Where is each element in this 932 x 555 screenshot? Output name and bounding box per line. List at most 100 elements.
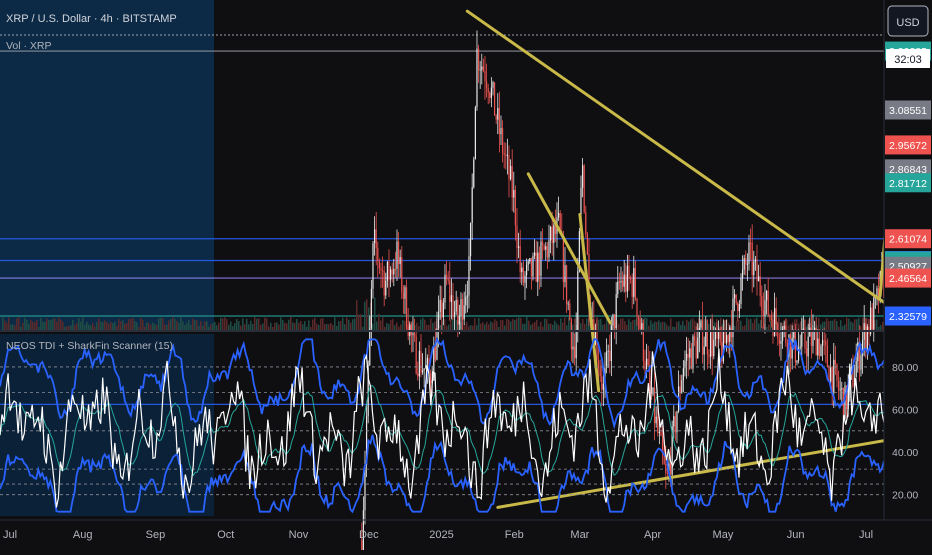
volume-bar <box>494 319 496 330</box>
candle-body <box>573 346 576 359</box>
candle-body <box>397 241 400 264</box>
volume-bar <box>316 323 318 330</box>
candle-body <box>639 319 641 329</box>
candle-body <box>815 327 817 356</box>
volume-bar <box>226 319 228 330</box>
candle-body <box>738 304 740 312</box>
volume-bar <box>806 326 808 330</box>
candle-body <box>858 342 860 370</box>
candle-body <box>820 345 822 356</box>
volume-bar <box>348 319 350 330</box>
candle-body <box>364 464 366 511</box>
volume-bar <box>598 319 600 330</box>
candle-body <box>452 295 454 318</box>
volume-bar <box>604 323 606 330</box>
volume-bar <box>340 320 342 330</box>
candle-body <box>663 453 665 465</box>
volume-bar <box>112 323 114 330</box>
candle-body <box>599 368 601 377</box>
candle-body <box>692 336 694 369</box>
indicator-rsi-line <box>0 348 885 508</box>
trendline[interactable] <box>496 435 908 509</box>
candle-body <box>548 240 550 258</box>
candle-body <box>647 358 649 365</box>
candle-body <box>661 435 664 454</box>
candle-body <box>378 261 380 269</box>
candle-body <box>401 257 403 293</box>
volume-bar <box>240 325 242 330</box>
indicator-upper-band <box>0 337 885 430</box>
candle-body <box>716 330 718 339</box>
volume-bar <box>832 320 834 330</box>
currency-button-frame[interactable] <box>887 5 929 37</box>
volume-bar <box>758 323 760 330</box>
candle-body <box>410 324 412 336</box>
volume-bar <box>524 323 526 330</box>
candle-body <box>516 225 518 248</box>
volume-bar <box>820 324 822 330</box>
volume-bar <box>206 321 208 330</box>
volume-bar <box>678 321 680 330</box>
volume-bar <box>748 319 750 330</box>
currency-button[interactable]: USD <box>887 5 929 37</box>
volume-bar <box>282 319 284 330</box>
volume-bar <box>362 326 364 330</box>
candle-body <box>844 385 846 420</box>
candle-body <box>578 231 580 272</box>
candle-body <box>623 274 625 287</box>
volume-bar <box>352 319 354 330</box>
volume-bar <box>16 318 18 330</box>
candle-body <box>645 358 648 369</box>
volume-bar <box>630 321 632 330</box>
volume-bar <box>262 323 264 330</box>
volume-bar <box>538 326 540 330</box>
candle-body <box>732 298 734 338</box>
candle-body <box>500 128 502 135</box>
volume-bar <box>712 319 714 330</box>
volume-bar <box>662 321 664 330</box>
candle-body <box>369 328 371 366</box>
volume-bar <box>728 322 730 330</box>
candle-body <box>493 82 496 116</box>
volume-bar <box>306 326 308 330</box>
candle-body <box>708 354 710 357</box>
volume-bar <box>694 320 696 330</box>
volume-bar <box>594 325 596 330</box>
candle-body <box>484 71 486 82</box>
candle-body <box>665 464 667 473</box>
volume-bar <box>194 320 196 330</box>
candle-body <box>577 271 579 331</box>
candle-body <box>457 299 459 325</box>
candle-body <box>537 252 539 282</box>
candle-body <box>495 115 497 120</box>
volume-bar <box>876 319 878 330</box>
candle-body <box>503 152 505 155</box>
indicator-tick: 80.00 <box>892 362 918 374</box>
trendline[interactable] <box>526 172 612 325</box>
candle-body <box>807 336 809 357</box>
volume-bar <box>686 319 688 330</box>
candle-body <box>489 92 491 99</box>
currency-button-label[interactable]: USD <box>896 17 919 29</box>
volume-bar <box>800 321 802 330</box>
trendline[interactable] <box>465 9 908 320</box>
volume-bar <box>520 317 522 330</box>
volume-bar <box>74 324 76 330</box>
volume-bar <box>278 324 280 330</box>
candle-body <box>522 267 524 283</box>
candle-body <box>533 252 536 256</box>
candle-body <box>572 346 574 350</box>
price-tag-text: 2.61074 <box>889 234 927 246</box>
volume-bar <box>484 324 486 330</box>
volume-bar <box>256 318 258 330</box>
candle-body <box>580 187 582 232</box>
volume-bar <box>860 326 862 330</box>
candle-body <box>869 307 872 335</box>
volume-bar <box>252 324 254 330</box>
price-tag <box>885 268 931 288</box>
candle-body <box>490 87 492 99</box>
volume-bar <box>788 325 790 330</box>
trendline[interactable] <box>578 213 601 393</box>
volume-bar <box>164 324 166 330</box>
